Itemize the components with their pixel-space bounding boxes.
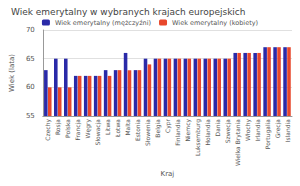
- svg-text:Grecja: Grecja: [274, 119, 282, 139]
- svg-text:Niemcy: Niemcy: [184, 119, 192, 142]
- svg-text:Wiek emerytalny (mężczyźni): Wiek emerytalny (mężczyźni): [55, 19, 151, 27]
- svg-text:Wielka Brytania: Wielka Brytania: [234, 119, 242, 166]
- svg-text:Estonia: Estonia: [134, 119, 141, 141]
- svg-text:Polska: Polska: [64, 119, 71, 138]
- svg-text:Malta: Malta: [124, 119, 131, 136]
- svg-text:Szwecja: Szwecja: [224, 119, 232, 144]
- svg-text:60: 60: [26, 83, 35, 91]
- svg-text:Słowenia: Słowenia: [144, 119, 151, 146]
- svg-text:Wiek emerytalny w wybranych kr: Wiek emerytalny w wybranych krajach euro…: [11, 7, 246, 17]
- svg-text:Łotwa: Łotwa: [114, 119, 121, 138]
- svg-text:Finlandia: Finlandia: [174, 119, 181, 146]
- svg-text:Czechy: Czechy: [44, 119, 52, 141]
- svg-text:Francja: Francja: [74, 119, 82, 141]
- svg-text:Islandia: Islandia: [284, 119, 291, 143]
- svg-text:Wiek emerytalny (kobiety): Wiek emerytalny (kobiety): [172, 19, 258, 27]
- svg-text:Holandia: Holandia: [204, 119, 211, 146]
- svg-text:Dania: Dania: [214, 119, 221, 137]
- svg-text:Włochy: Włochy: [244, 119, 252, 141]
- svg-text:Cypr: Cypr: [164, 118, 172, 133]
- svg-text:Rosja: Rosja: [54, 119, 62, 135]
- svg-text:Litwa: Litwa: [104, 119, 111, 135]
- svg-text:Słowacja: Słowacja: [94, 119, 102, 146]
- svg-text:Luksemburg: Luksemburg: [194, 119, 202, 156]
- svg-text:65: 65: [26, 55, 35, 63]
- svg-text:55: 55: [26, 112, 35, 120]
- svg-text:Wiek (lata): Wiek (lata): [8, 54, 16, 92]
- svg-text:Węgry: Węgry: [84, 119, 92, 139]
- svg-text:Belgia: Belgia: [154, 119, 162, 138]
- svg-text:70: 70: [26, 26, 35, 34]
- svg-text:Irlandia: Irlandia: [254, 119, 261, 142]
- svg-text:Portugalia: Portugalia: [264, 119, 272, 150]
- svg-text:Kraj: Kraj: [161, 170, 175, 178]
